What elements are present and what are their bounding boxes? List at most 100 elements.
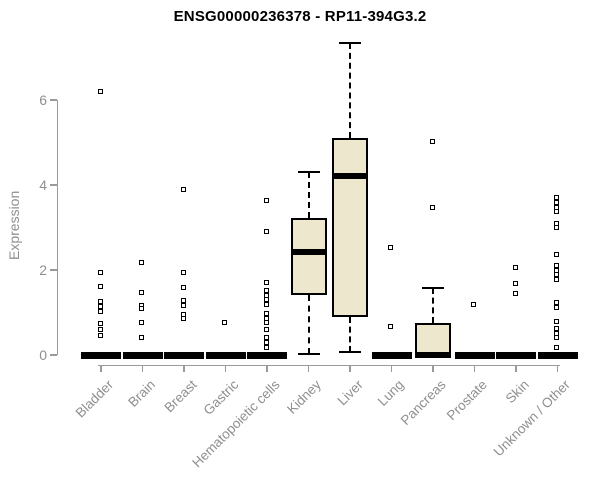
whisker-line (307, 171, 310, 219)
x-tick (515, 366, 517, 372)
outlier-point (263, 228, 269, 234)
outlier-point (97, 303, 103, 309)
outlier-point (97, 89, 103, 95)
outlier-point (97, 283, 103, 289)
outlier-point (554, 334, 560, 340)
outlier-point (512, 280, 518, 286)
outlier-point (554, 271, 560, 277)
y-tick (50, 354, 57, 356)
outlier-point (180, 302, 186, 308)
whisker-cap (339, 42, 361, 45)
box (290, 218, 327, 296)
x-tick (224, 366, 227, 372)
x-tick-label: Lung (375, 377, 408, 409)
outlier-point (263, 311, 269, 316)
x-tick (432, 366, 434, 372)
whisker-line (349, 43, 351, 138)
outlier-point (554, 299, 560, 305)
x-tick-label: Unknown / Other (490, 377, 574, 460)
whisker-cap (422, 286, 444, 289)
whisker-line (307, 295, 310, 354)
outlier-point (222, 319, 228, 325)
x-tick (390, 366, 393, 372)
x-tick (473, 366, 476, 372)
chart-title: ENSG00000236378 - RP11-394G3.2 (173, 8, 427, 25)
outlier-point (388, 323, 394, 329)
collapsed-box-bar (122, 351, 163, 359)
outlier-point (554, 262, 560, 268)
whisker-line (432, 287, 434, 324)
y-tick-label: 6 (39, 92, 47, 108)
x-tick (266, 366, 268, 372)
x-tick (100, 366, 102, 372)
y-tick (50, 99, 57, 101)
y-axis-title: Expression (6, 190, 22, 261)
outlier-point (263, 287, 269, 293)
x-tick-label: Prostate (443, 377, 491, 424)
y-tick (50, 184, 57, 186)
x-tick (141, 366, 144, 372)
outlier-point (554, 224, 560, 230)
y-tick (50, 269, 57, 271)
outlier-point (554, 345, 560, 350)
collapsed-box-bar (164, 351, 204, 359)
outlier-point (263, 334, 269, 340)
y-tick-label: 0 (39, 347, 47, 363)
outlier-point (263, 326, 269, 332)
outlier-point (388, 244, 394, 250)
outlier-point (263, 279, 269, 285)
y-tick-label: 2 (39, 262, 47, 278)
x-tick-label: Liver (334, 377, 366, 409)
x-tick (556, 366, 559, 372)
outlier-point (263, 296, 269, 302)
x-tick-label: Gastric (200, 377, 242, 418)
collapsed-box-bar (454, 351, 495, 359)
outlier-point (139, 334, 145, 340)
outlier-point (554, 194, 560, 200)
outlier-point (471, 301, 477, 307)
outlier-point (263, 339, 269, 345)
collapsed-box-bar (205, 351, 246, 359)
collapsed-box-bar (81, 351, 121, 359)
collapsed-box-bar (496, 351, 536, 359)
median-line (332, 173, 368, 180)
collapsed-box-bar (371, 351, 412, 359)
outlier-point (554, 325, 560, 331)
outlier-point (180, 186, 186, 192)
outlier-point (263, 345, 269, 350)
x-tick-label: Breast (161, 377, 200, 416)
outlier-point (180, 284, 186, 290)
outlier-point (263, 301, 269, 307)
collapsed-box-bar (247, 351, 287, 359)
outlier-point (554, 209, 560, 214)
whisker-cap (297, 170, 320, 173)
outlier-point (554, 199, 560, 205)
box (332, 137, 368, 318)
outlier-point (554, 304, 560, 310)
outlier-point (97, 326, 103, 332)
outlier-point (180, 269, 186, 275)
collapsed-box-bar (537, 351, 578, 359)
outlier-point (180, 297, 186, 303)
outlier-point (139, 319, 145, 325)
outlier-point (139, 305, 145, 311)
x-tick (183, 366, 185, 372)
median-line (290, 249, 327, 256)
outlier-point (429, 138, 435, 144)
x-tick-label: Pancreas (397, 377, 449, 428)
outlier-point (554, 318, 560, 324)
outlier-point (554, 251, 560, 257)
outlier-point (263, 319, 269, 325)
x-tick-label: Bladder (73, 377, 117, 421)
outlier-point (97, 298, 103, 304)
outlier-point (139, 260, 145, 265)
outlier-point (97, 269, 103, 275)
whisker-line (349, 317, 351, 353)
outlier-point (263, 197, 269, 203)
outlier-point (180, 315, 186, 321)
x-tick-label: Skin (502, 377, 532, 407)
outlier-point (512, 264, 518, 270)
x-tick (307, 366, 310, 372)
outlier-point (554, 277, 560, 282)
